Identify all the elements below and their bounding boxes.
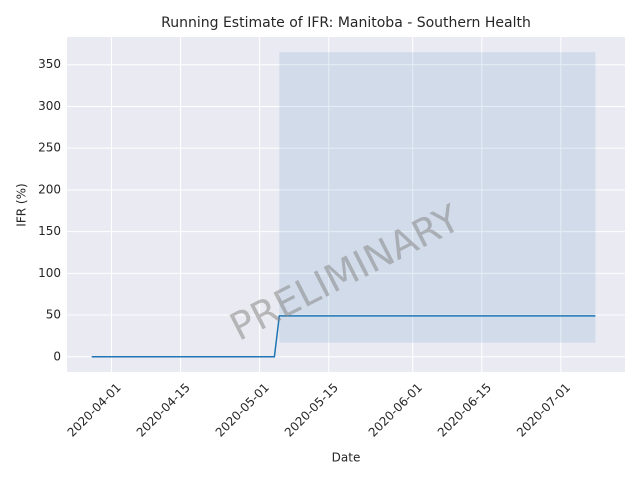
y-tick-label: 0	[53, 349, 61, 363]
x-tick-label: 2020-04-01	[65, 380, 124, 439]
y-tick-label: 50	[46, 308, 61, 322]
x-tick-label: 2020-05-15	[282, 380, 341, 439]
x-tick-label: 2020-04-15	[134, 380, 193, 439]
x-tick-label: 2020-06-01	[366, 380, 425, 439]
y-tick-label: 200	[38, 182, 61, 196]
chart-title: Running Estimate of IFR: Manitoba - Sout…	[161, 15, 531, 31]
confidence-band	[279, 52, 596, 343]
y-axis-label: IFR (%)	[15, 183, 29, 226]
y-tick-label: 250	[38, 141, 61, 155]
x-tick-label: 2020-05-01	[213, 380, 272, 439]
x-tick-label: 2020-07-01	[514, 380, 573, 439]
y-tick-label: 150	[38, 224, 61, 238]
line	[91, 315, 596, 358]
y-tick-label: 300	[38, 99, 61, 113]
y-tick-label: 350	[38, 57, 61, 71]
x-axis-label: Date	[332, 451, 361, 465]
x-tick-label: 2020-06-15	[435, 380, 494, 439]
plot-layer	[67, 37, 625, 372]
y-tick-label: 100	[38, 266, 61, 280]
